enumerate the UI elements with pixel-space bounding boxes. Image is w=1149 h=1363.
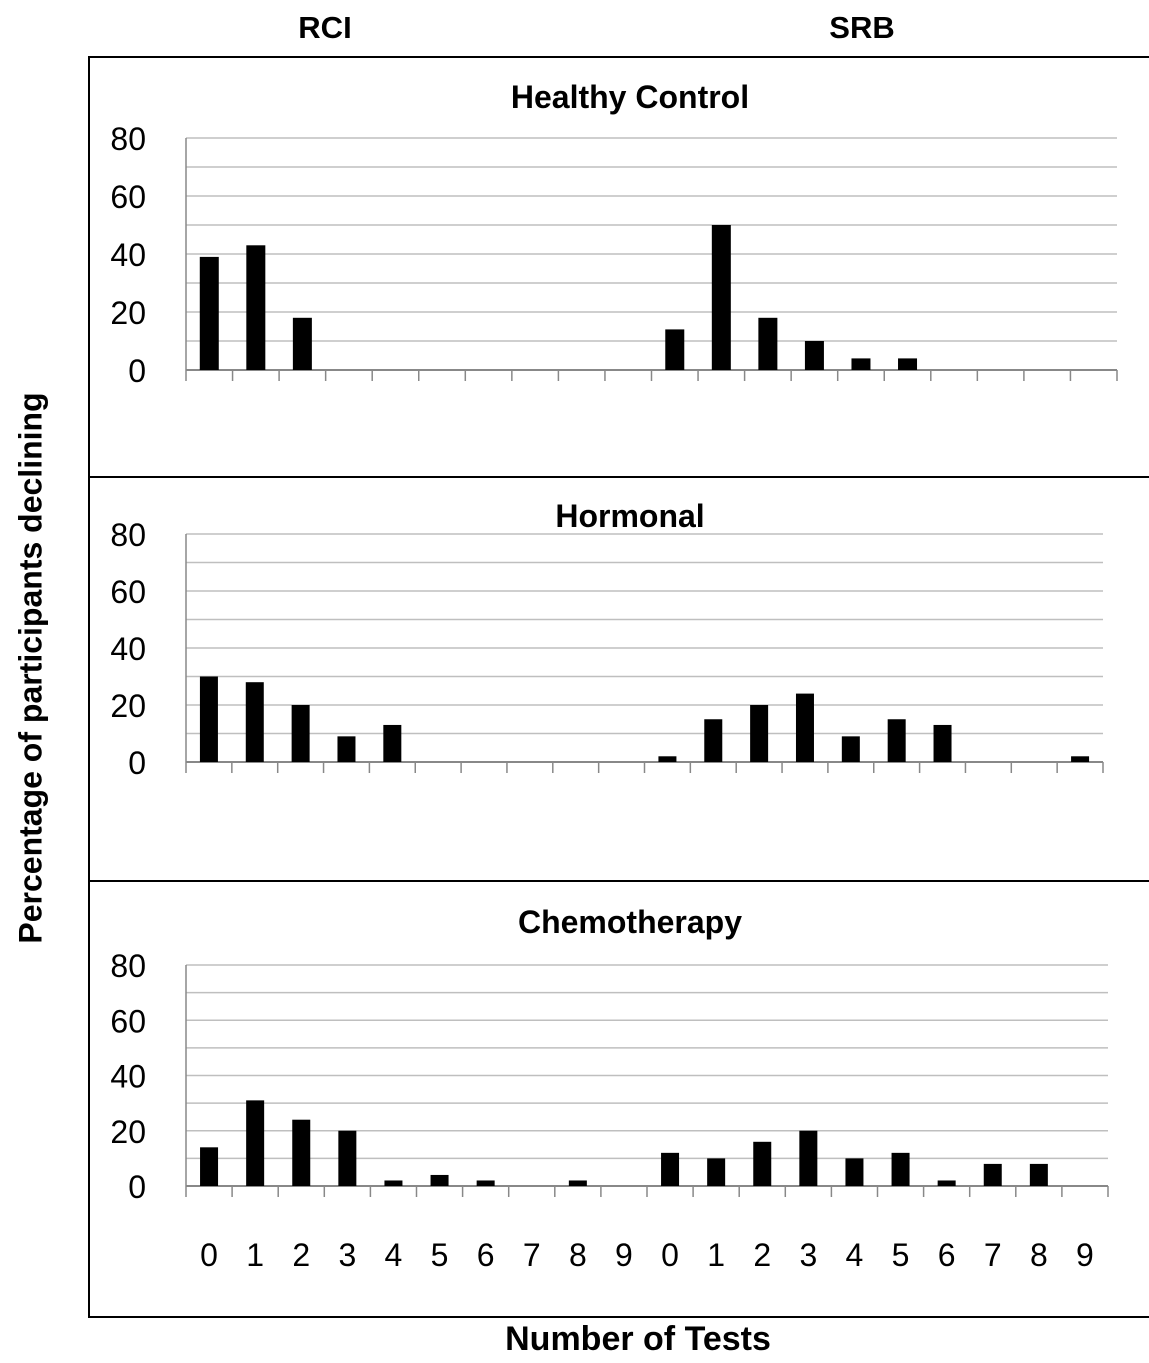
x-tick-label: 1 xyxy=(707,1237,725,1273)
bar-srb xyxy=(661,1152,680,1186)
panel-title: Hormonal xyxy=(555,498,704,534)
srb-column-header: SRB xyxy=(829,10,895,45)
y-tick-label: 60 xyxy=(110,1003,146,1039)
bar-srb xyxy=(804,341,824,370)
x-tick-label: 9 xyxy=(1076,1237,1094,1273)
x-tick-label: 2 xyxy=(292,1237,310,1273)
bar-srb xyxy=(658,756,677,762)
bar-srb xyxy=(1071,756,1090,762)
x-tick-label: 3 xyxy=(338,1237,356,1273)
bar-srb xyxy=(1029,1163,1048,1186)
bar-rci xyxy=(246,245,266,370)
bar-rci xyxy=(383,724,402,762)
x-tick-label: 4 xyxy=(385,1237,403,1273)
bar-rci xyxy=(338,1130,357,1186)
panel-title: Chemotherapy xyxy=(518,904,742,940)
bar-srb xyxy=(711,225,731,370)
x-tick-label: 0 xyxy=(661,1237,679,1273)
bar-srb xyxy=(704,719,723,762)
x-tick-label: 6 xyxy=(477,1237,495,1273)
y-tick-label: 80 xyxy=(110,948,146,984)
y-tick-label: 0 xyxy=(128,745,146,781)
x-axis-title: Number of Tests xyxy=(505,1320,771,1358)
y-tick-label: 0 xyxy=(128,1169,146,1205)
bar-srb xyxy=(887,719,906,762)
bar-srb xyxy=(851,358,871,370)
bar-srb xyxy=(845,1158,864,1186)
x-tick-label: 0 xyxy=(200,1237,218,1273)
x-tick-label: 3 xyxy=(799,1237,817,1273)
bar-srb xyxy=(937,1180,956,1186)
x-tick-label: 4 xyxy=(846,1237,864,1273)
y-tick-label: 20 xyxy=(110,295,146,331)
bar-srb xyxy=(799,1130,818,1186)
y-tick-label: 40 xyxy=(110,1059,146,1095)
chart-frame xyxy=(88,56,1149,1318)
bar-rci xyxy=(291,705,310,762)
x-tick-label: 8 xyxy=(569,1237,587,1273)
bar-rci xyxy=(292,317,312,370)
x-tick-label: 8 xyxy=(1030,1237,1048,1273)
y-tick-label: 60 xyxy=(110,179,146,215)
bar-srb xyxy=(898,358,918,370)
y-tick-label: 80 xyxy=(110,517,146,553)
bar-rci xyxy=(568,1180,587,1186)
x-tick-label: 7 xyxy=(984,1237,1002,1273)
bar-rci xyxy=(384,1180,403,1186)
bar-srb xyxy=(753,1141,772,1186)
bar-srb xyxy=(841,736,860,762)
x-tick-label: 5 xyxy=(431,1237,449,1273)
y-tick-label: 60 xyxy=(110,574,146,610)
x-tick-label: 5 xyxy=(892,1237,910,1273)
bar-srb xyxy=(758,317,778,370)
bar-rci xyxy=(292,1119,311,1186)
bar-rci xyxy=(199,256,219,370)
bar-rci xyxy=(476,1180,495,1186)
x-tick-label: 9 xyxy=(615,1237,633,1273)
bar-srb xyxy=(665,329,685,370)
bar-srb xyxy=(983,1163,1002,1186)
y-tick-label: 80 xyxy=(110,121,146,157)
panel-divider xyxy=(88,476,1149,478)
bar-srb xyxy=(795,693,814,762)
y-tick-label: 40 xyxy=(110,631,146,667)
bar-srb xyxy=(933,724,952,762)
y-tick-label: 40 xyxy=(110,237,146,273)
y-tick-label: 20 xyxy=(110,1114,146,1150)
x-tick-label: 6 xyxy=(938,1237,956,1273)
y-tick-label: 0 xyxy=(128,353,146,389)
panel-divider xyxy=(88,880,1149,882)
rci-column-header: RCI xyxy=(298,10,352,45)
y-tick-label: 20 xyxy=(110,688,146,724)
x-tick-label: 7 xyxy=(523,1237,541,1273)
bar-rci xyxy=(337,736,356,762)
bar-srb xyxy=(891,1152,910,1186)
panel-title: Healthy Control xyxy=(511,79,749,115)
x-tick-label: 2 xyxy=(753,1237,771,1273)
bar-rci xyxy=(246,1100,265,1186)
bar-srb xyxy=(707,1158,726,1186)
bar-rci xyxy=(430,1174,449,1186)
bar-srb xyxy=(750,705,769,762)
bar-rci xyxy=(200,1147,219,1186)
bar-rci xyxy=(199,676,218,762)
bar-rci xyxy=(245,682,264,762)
x-tick-label: 1 xyxy=(246,1237,264,1273)
